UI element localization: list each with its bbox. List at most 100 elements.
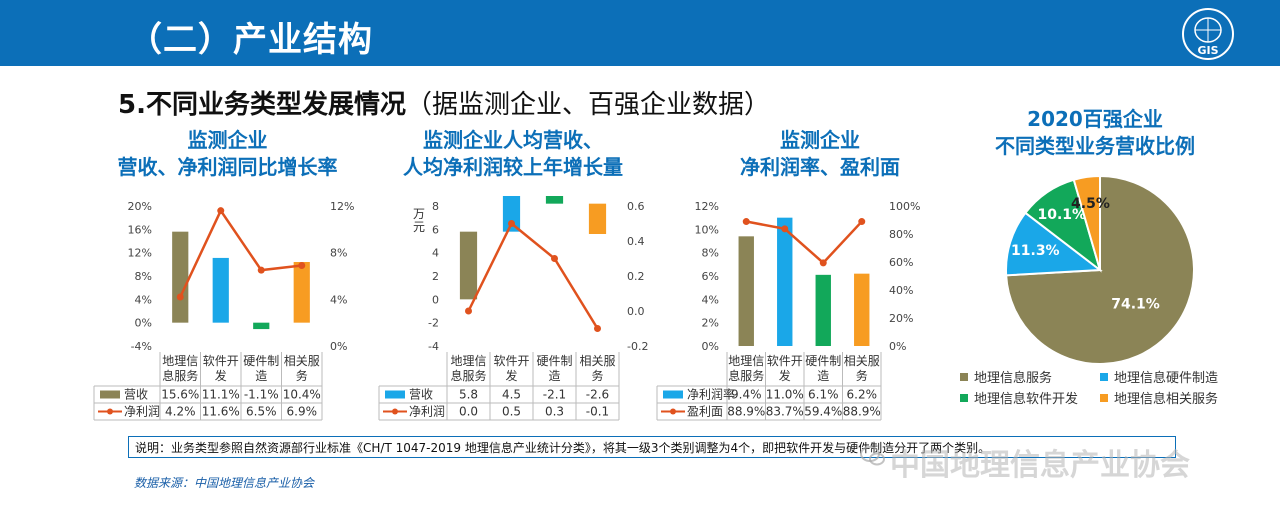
line-point-净利润 bbox=[594, 325, 601, 332]
legend-marker bbox=[392, 408, 398, 415]
section-title: 5.不同业务类型发展情况（据监测企业、百强企业数据） bbox=[118, 84, 770, 121]
table-value: 0.0 bbox=[459, 405, 478, 419]
y2-tick-label: 100% bbox=[889, 200, 920, 213]
legend-swatch bbox=[1100, 394, 1108, 402]
y-tick-label: 0 bbox=[432, 293, 439, 306]
pie-slice bbox=[1072, 174, 1101, 271]
bar-净利润率 bbox=[854, 273, 870, 346]
y2-tick-label: 8% bbox=[330, 247, 347, 260]
legend-swatch bbox=[960, 394, 968, 402]
legend-label: 营收 bbox=[409, 388, 433, 402]
y-tick-label: 8% bbox=[702, 247, 719, 260]
pie-slice bbox=[1005, 211, 1103, 277]
chart3-title: 监测企业 净利润率、盈利面 bbox=[740, 128, 900, 179]
y-axis-label: 元 bbox=[413, 220, 425, 234]
line-point-盈利面 bbox=[781, 225, 789, 233]
line-盈利面 bbox=[746, 220, 863, 265]
legend-label: 净利润 bbox=[124, 405, 160, 419]
legend-label: 地理信息服务 bbox=[974, 370, 1052, 386]
wechat-icon bbox=[860, 446, 885, 466]
line-净利润 bbox=[467, 221, 599, 330]
y2-tick-label: 0% bbox=[330, 340, 347, 353]
line-point-净利润 bbox=[551, 255, 558, 262]
y2-tick-label: 40% bbox=[889, 284, 913, 297]
table-value: 11.0% bbox=[766, 388, 804, 402]
category-label: 地理信 bbox=[450, 354, 486, 368]
line-point-盈利面 bbox=[858, 218, 866, 226]
bar-营收 bbox=[253, 322, 270, 330]
y2-tick-label: 0.0 bbox=[627, 305, 645, 318]
line-point-净利润 bbox=[465, 307, 472, 315]
table-value: 88.9% bbox=[727, 405, 765, 419]
y-tick-label: 4 bbox=[432, 247, 439, 260]
y2-tick-label: 0.2 bbox=[627, 270, 645, 283]
legend-marker bbox=[670, 408, 676, 415]
line-point-净利润 bbox=[257, 266, 265, 274]
legend-swatch bbox=[1100, 373, 1108, 381]
legend-swatch-净利润率 bbox=[663, 390, 683, 399]
y-tick-label: -4% bbox=[131, 340, 152, 353]
category-label: 发 bbox=[215, 368, 227, 383]
y-tick-label: 20% bbox=[128, 200, 152, 213]
category-label: 硬件制 bbox=[805, 354, 841, 368]
bar-营收 bbox=[172, 231, 189, 323]
y-tick-label: 8 bbox=[432, 200, 439, 213]
bar-净利润率 bbox=[815, 274, 831, 346]
line-净利润 bbox=[179, 208, 302, 298]
pie-label: 11.3% bbox=[1011, 243, 1060, 259]
bar-净利润率 bbox=[738, 236, 754, 346]
y2-tick-label: 0% bbox=[889, 340, 906, 353]
table-value: -2.1 bbox=[543, 388, 566, 402]
table-value: 6.1% bbox=[808, 388, 839, 402]
line-point-净利润 bbox=[217, 207, 225, 215]
table-value: 6.9% bbox=[287, 405, 318, 419]
table-value: -2.6 bbox=[586, 388, 609, 402]
legend-swatch bbox=[960, 373, 968, 381]
category-label: 务 bbox=[591, 368, 603, 383]
y2-tick-label: 60% bbox=[889, 256, 913, 269]
y-tick-label: 6% bbox=[702, 270, 719, 283]
footnote-box: 说明：业务类型参照自然资源部行业标准《CH/T 1047-2019 地理信息产业… bbox=[128, 436, 1176, 458]
gis-logo-text: GIS bbox=[1197, 44, 1218, 57]
table-value: 88.9% bbox=[843, 405, 881, 419]
chart-pie-revenue: 74.1% 11.3% 10.1%4.5% 地理信息服务 地理信息硬件制造地理信息软件开… bbox=[960, 174, 1218, 407]
legend-label: 盈利面 bbox=[687, 405, 723, 419]
y-tick-label: -4 bbox=[428, 340, 439, 353]
pie-label: 4.5% bbox=[1071, 196, 1110, 212]
table-value: 10.4% bbox=[283, 388, 321, 402]
line-point-盈利面 bbox=[742, 218, 750, 226]
y-tick-label: 12% bbox=[695, 200, 719, 213]
table-value: 59.4% bbox=[804, 405, 842, 419]
line-point-净利润 bbox=[176, 293, 184, 301]
category-label: 造 bbox=[255, 369, 267, 383]
bar-营收 bbox=[502, 196, 521, 232]
table-value: 4.5 bbox=[502, 388, 521, 402]
header-bar: （二）产业结构 GIS bbox=[0, 0, 1280, 66]
category-label: 硬件制 bbox=[243, 354, 279, 368]
bar-营收 bbox=[545, 196, 564, 204]
table-value: 9.4% bbox=[731, 388, 762, 402]
section-title-bold: 5.不同业务类型发展情况 bbox=[118, 90, 406, 120]
pie-label: 10.1% bbox=[1037, 207, 1086, 223]
category-label: 息服务 bbox=[728, 368, 764, 383]
y-tick-label: 2% bbox=[702, 317, 719, 330]
chart4-title: 2020百强企业 不同类型业务营收比例 bbox=[995, 107, 1195, 158]
line-point-盈利面 bbox=[819, 259, 827, 267]
y-tick-label: 8% bbox=[135, 270, 152, 283]
bar-营收 bbox=[459, 231, 478, 300]
legend-label: 地理信息硬件制造 bbox=[1114, 370, 1218, 386]
chart-margin-profit: 0% 2% 4% 6% 8% 10% 12% 0% 20% 40% 60% 80% 100% 地理信息服务… bbox=[656, 200, 920, 421]
table-value: -0.1 bbox=[586, 405, 609, 419]
legend-swatch-营收 bbox=[100, 390, 120, 399]
chart2-title: 监测企业人均营收、 人均净利润较上年增长量 bbox=[403, 128, 623, 179]
table-value: -1.1% bbox=[244, 388, 279, 402]
bar-营收 bbox=[293, 262, 310, 323]
y-tick-label: 0% bbox=[702, 340, 719, 353]
y2-tick-label: 12% bbox=[330, 200, 354, 213]
line-point-净利润 bbox=[298, 262, 306, 269]
y2-tick-label: -0.2 bbox=[627, 340, 648, 353]
table-value: 15.6% bbox=[161, 388, 199, 402]
y-tick-label: -2 bbox=[428, 317, 439, 330]
category-label: 息服务 bbox=[162, 368, 198, 383]
